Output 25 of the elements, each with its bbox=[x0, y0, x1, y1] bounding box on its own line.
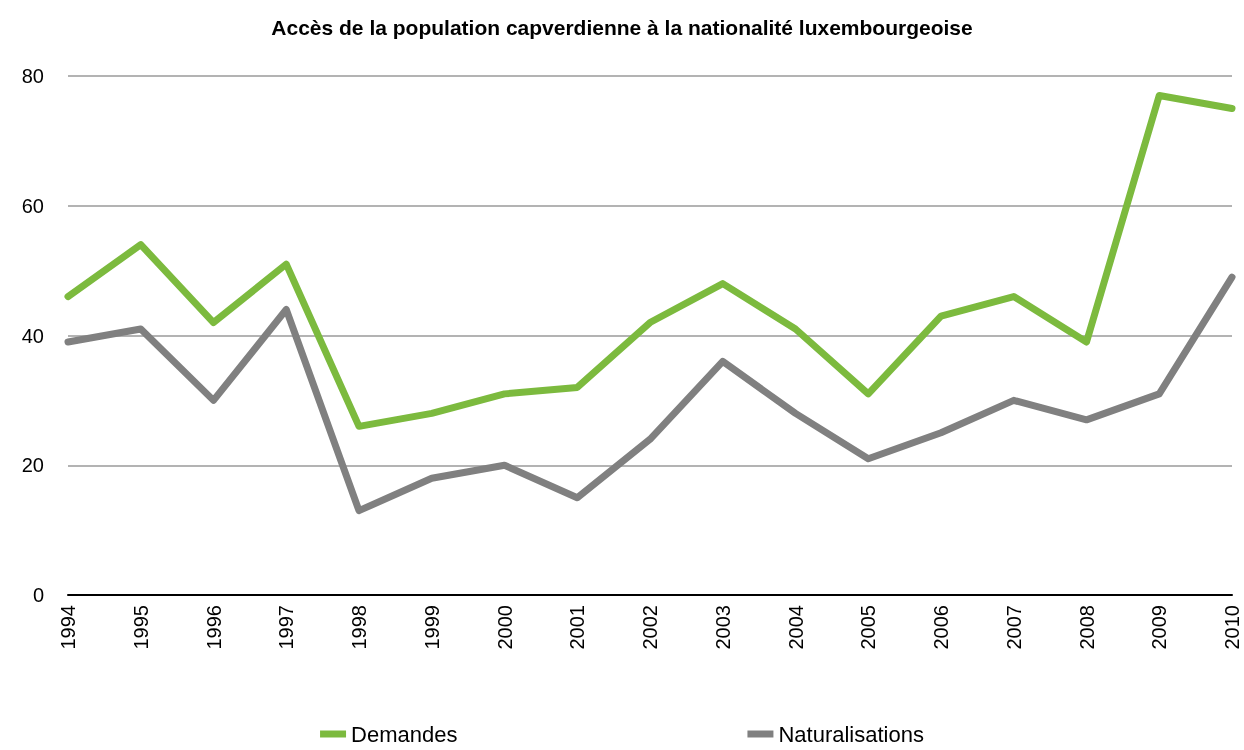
y-tick-label: 20 bbox=[21, 454, 44, 477]
x-tick-label: 2003 bbox=[711, 605, 734, 650]
y-tick-label: 0 bbox=[32, 584, 44, 606]
y-tick-label: 40 bbox=[21, 324, 44, 347]
legend-label: Demandes bbox=[351, 721, 458, 747]
x-tick-label: 1996 bbox=[202, 605, 225, 650]
x-tick-label: 1997 bbox=[275, 605, 298, 650]
x-tick-label: 2010 bbox=[1221, 605, 1243, 650]
legend-label: Naturalisations bbox=[778, 721, 924, 747]
x-tick-label: 2008 bbox=[1075, 605, 1098, 650]
x-tick-label: 2002 bbox=[639, 605, 661, 650]
x-tick-label: 2004 bbox=[784, 605, 807, 650]
chart-title: Accès de la population capverdienne à la nationalité luxembourgeoise bbox=[271, 16, 973, 39]
x-tick-label: 2009 bbox=[1148, 605, 1171, 650]
y-tick-label: 60 bbox=[21, 194, 44, 217]
x-tick-label: 2007 bbox=[1002, 605, 1025, 650]
x-tick-label: 2000 bbox=[493, 605, 516, 650]
x-tick-label: 1995 bbox=[129, 605, 152, 650]
x-tick-label: 1998 bbox=[348, 605, 370, 650]
x-tick-label: 2006 bbox=[930, 605, 952, 650]
y-tick-label: 80 bbox=[21, 65, 44, 87]
x-tick-label: 1999 bbox=[420, 605, 443, 650]
x-tick-label: 2005 bbox=[857, 605, 880, 650]
x-tick-label: 1994 bbox=[57, 605, 79, 650]
x-tick-label: 2001 bbox=[566, 605, 589, 650]
